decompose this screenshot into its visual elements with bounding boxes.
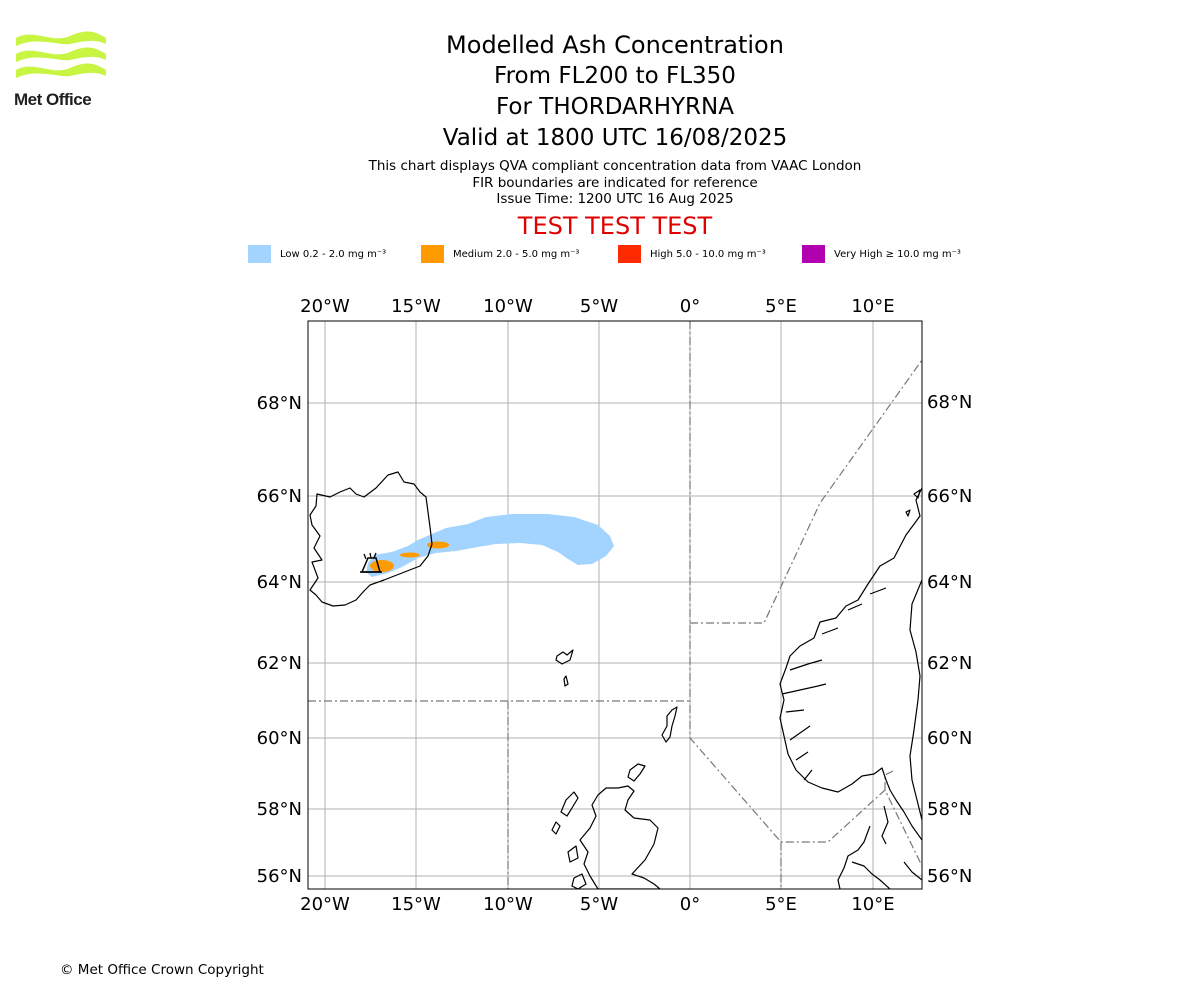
coastline-scotland: [579, 785, 661, 889]
title-volcano: For THORDARHYRNA: [496, 94, 734, 120]
legend-label-medium: Medium 2.0 - 5.0 mg m⁻³: [453, 248, 580, 260]
graticule: [308, 321, 922, 889]
lon-label-top: 0°: [680, 296, 700, 317]
legend-swatch-low: [248, 245, 271, 263]
legend-item-very-high: Very High ≥ 10.0 mg m⁻³: [802, 244, 961, 264]
lat-label-right: 62°N: [927, 653, 972, 674]
lat-labels-right: 68°N 66°N 64°N 62°N 60°N 58°N 56°N: [927, 392, 972, 887]
title-flight-levels: From FL200 to FL350: [494, 63, 736, 89]
lat-label-right: 64°N: [927, 572, 972, 593]
coastlines: [309, 471, 922, 889]
legend-swatch-medium: [421, 245, 444, 263]
lon-label-bottom: 5°E: [765, 894, 797, 915]
met-office-logo: Met Office: [14, 30, 109, 112]
chart-info: This chart displays QVA compliant concen…: [300, 158, 930, 208]
lon-label-top: 20°W: [300, 296, 350, 317]
coastline-shetland: [661, 706, 678, 743]
ash-medium-patch: [370, 560, 394, 572]
legend-swatch-high: [618, 245, 641, 263]
ash-area-medium: [370, 541, 449, 572]
coastline-hebrides: [551, 791, 587, 889]
coastline-faroe: [555, 649, 574, 687]
coastline-iceland: [309, 471, 433, 607]
info-source: This chart displays QVA compliant concen…: [368, 158, 862, 174]
lat-label-left: 62°N: [257, 653, 302, 674]
lon-label-top: 5°W: [580, 296, 618, 317]
fir-boundaries: [308, 321, 922, 889]
lat-label-left: 64°N: [257, 572, 302, 593]
logo-text: Met Office: [14, 90, 92, 109]
lon-label-bottom: 0°: [680, 894, 700, 915]
lon-label-bottom: 15°W: [391, 894, 441, 915]
lat-label-right: 60°N: [927, 728, 972, 749]
lon-label-bottom: 5°W: [580, 894, 618, 915]
ash-area-low: [366, 514, 614, 577]
lat-label-left: 56°N: [257, 866, 302, 887]
test-banner: TEST TEST TEST: [517, 212, 713, 240]
lat-label-left: 58°N: [257, 799, 302, 820]
coastline-norway-fjords: [781, 587, 887, 781]
coastline-oslofjord: [837, 805, 922, 889]
lat-label-left: 68°N: [257, 393, 302, 414]
legend: Low 0.2 - 2.0 mg m⁻³ Medium 2.0 - 5.0 mg…: [248, 244, 1008, 264]
legend-item-medium: Medium 2.0 - 5.0 mg m⁻³: [421, 244, 579, 264]
lon-label-top: 10°E: [851, 296, 894, 317]
lon-label-bottom: 20°W: [300, 894, 350, 915]
legend-item-low: Low 0.2 - 2.0 mg m⁻³: [248, 244, 386, 264]
lat-label-left: 60°N: [257, 728, 302, 749]
lon-label-top: 15°W: [391, 296, 441, 317]
lat-label-right: 56°N: [927, 866, 972, 887]
volcano-icon: [360, 552, 382, 573]
lon-label-top: 10°W: [483, 296, 533, 317]
info-fir: FIR boundaries are indicated for referen…: [472, 174, 758, 191]
lat-labels-left: 68°N 66°N 64°N 62°N 60°N 58°N 56°N: [257, 393, 302, 887]
info-issue-time: Issue Time: 1200 UTC 16 Aug 2025: [496, 191, 734, 207]
lat-label-left: 66°N: [257, 486, 302, 507]
title-main: Modelled Ash Concentration: [446, 31, 784, 59]
lat-label-right: 68°N: [927, 392, 972, 413]
lat-label-right: 58°N: [927, 799, 972, 820]
map-frame: [307, 320, 923, 890]
coastline-norway: [779, 487, 922, 841]
coastline-orkney: [627, 763, 646, 782]
legend-swatch-very-high: [802, 245, 825, 263]
lon-label-bottom: 10°E: [851, 894, 894, 915]
lon-label-bottom: 10°W: [483, 894, 533, 915]
lat-label-right: 66°N: [927, 486, 972, 507]
chart-title: Modelled Ash Concentration From FL200 to…: [300, 30, 930, 154]
legend-item-high: High 5.0 - 10.0 mg m⁻³: [618, 244, 766, 264]
fir-boundary: [884, 769, 896, 790]
legend-label-high: High 5.0 - 10.0 mg m⁻³: [650, 248, 766, 260]
lon-labels-bottom: 20°W 15°W 10°W 5°W 0° 5°E 10°E: [300, 894, 894, 915]
fir-boundary: [689, 321, 922, 867]
legend-label-low: Low 0.2 - 2.0 mg m⁻³: [280, 248, 387, 260]
legend-label-very-high: Very High ≥ 10.0 mg m⁻³: [834, 248, 961, 260]
copyright-notice: © Met Office Crown Copyright: [60, 962, 264, 978]
met-office-logo-mark: [16, 31, 106, 78]
ash-medium-patch: [400, 552, 420, 558]
coastline-islands: [905, 489, 921, 517]
title-valid-time: Valid at 1800 UTC 16/08/2025: [442, 125, 788, 151]
map-background: [308, 321, 922, 889]
fir-boundary: [690, 359, 922, 624]
lon-labels-top: 20°W 15°W 10°W 5°W 0° 5°E 10°E: [300, 296, 894, 317]
coastline-sweden: [909, 579, 922, 821]
map-content: [308, 321, 922, 889]
lon-label-top: 5°E: [765, 296, 797, 317]
